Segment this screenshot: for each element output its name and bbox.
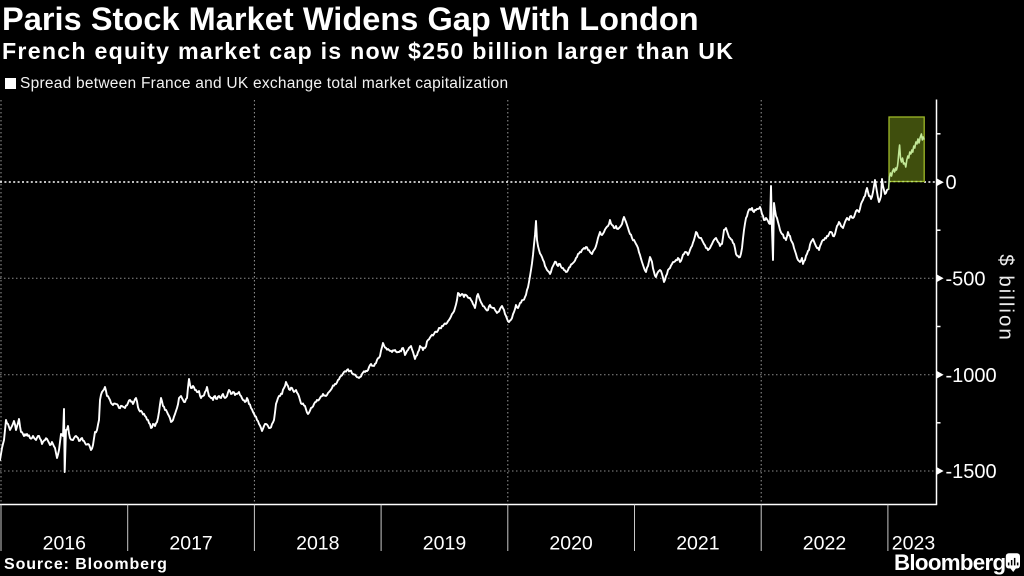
svg-text:0: 0 bbox=[946, 172, 957, 194]
svg-text:2022: 2022 bbox=[803, 533, 846, 555]
svg-text:2021: 2021 bbox=[676, 533, 719, 555]
svg-text:-1000: -1000 bbox=[946, 365, 997, 387]
svg-text:Source: Bloomberg: Source: Bloomberg bbox=[4, 556, 168, 573]
svg-text:2019: 2019 bbox=[423, 533, 466, 555]
svg-text:$ billion: $ billion bbox=[995, 254, 1018, 342]
svg-text:-500: -500 bbox=[946, 269, 986, 291]
svg-text:2023: 2023 bbox=[892, 533, 935, 555]
svg-text:-1500: -1500 bbox=[946, 461, 997, 483]
svg-text:2018: 2018 bbox=[296, 533, 339, 555]
svg-text:2017: 2017 bbox=[169, 533, 212, 555]
svg-text:2016: 2016 bbox=[43, 533, 86, 555]
svg-text:Bloomberg: Bloomberg bbox=[894, 550, 1005, 575]
svg-text:2020: 2020 bbox=[549, 533, 593, 555]
